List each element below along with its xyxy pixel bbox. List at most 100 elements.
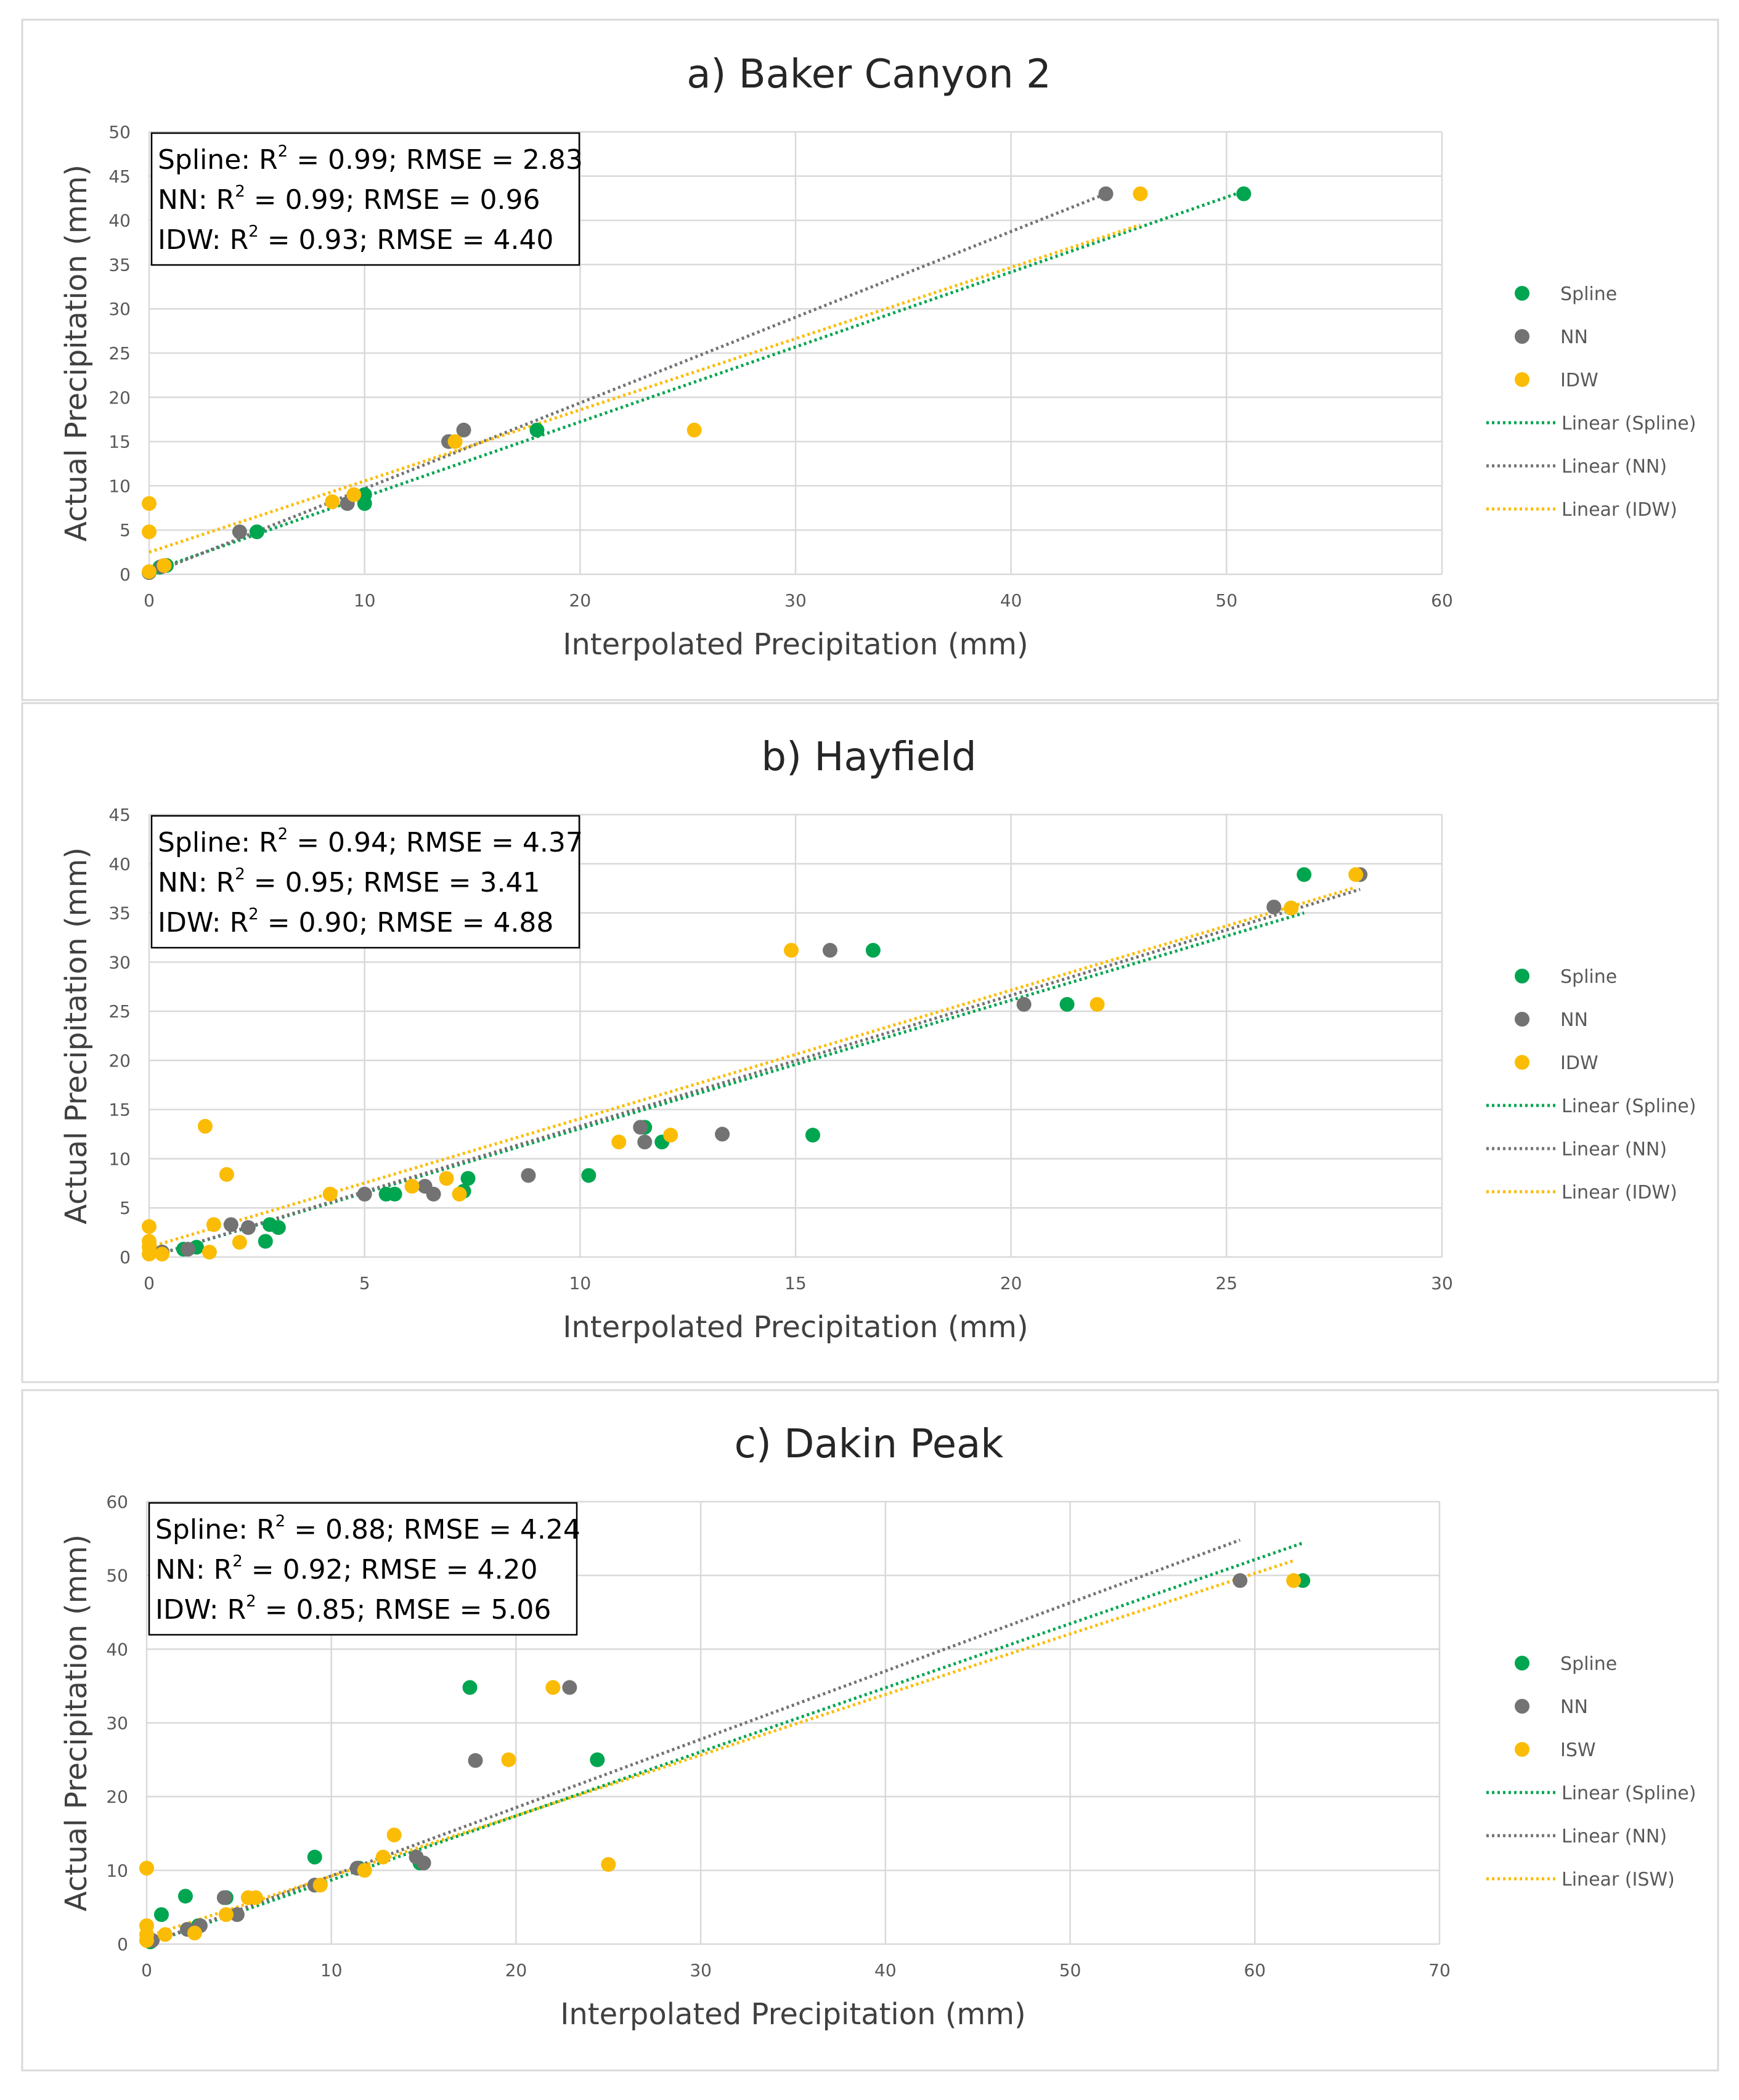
data-point-idw	[611, 1134, 627, 1150]
legend-marker-spline	[1515, 969, 1529, 983]
x-tick-label: 40	[1000, 590, 1022, 611]
data-point-idw	[139, 1860, 154, 1876]
y-tick-label: 10	[108, 476, 131, 496]
stats-text: = 0.85; RMSE = 5.06	[256, 1594, 552, 1626]
data-point-spline	[258, 1234, 273, 1249]
stats-line: Spline: R2 = 0.88; RMSE = 4.24	[155, 1512, 580, 1545]
chart-panel-2: 0 5 10 15 20 25 30 35 40 45 0 5 10 15 20 25 30 b) Hayfiel…	[21, 702, 1719, 1383]
chart-title: b) Hayfield	[761, 735, 976, 780]
x-tick-label: 0	[144, 1273, 155, 1293]
stats-superscript: 2	[278, 825, 288, 844]
data-point-nn	[180, 1242, 195, 1257]
data-point-nn	[216, 1890, 232, 1905]
data-point-spline	[529, 422, 545, 437]
y-tick-label: 30	[108, 952, 131, 972]
stats-superscript: 2	[278, 142, 288, 161]
data-point-idw	[404, 1179, 420, 1194]
stats-line: IDW: R2 = 0.90; RMSE = 4.88	[158, 905, 553, 938]
data-point-idw	[1286, 1573, 1301, 1589]
data-point-idw	[1089, 996, 1105, 1012]
legend-label-idw: ISW	[1560, 1740, 1596, 1761]
x-tick-label: 50	[1216, 590, 1238, 611]
data-point-idw	[187, 1926, 202, 1941]
data-point-spline	[865, 943, 881, 958]
data-point-spline	[460, 1171, 476, 1186]
data-point-idw	[312, 1878, 328, 1893]
data-point-idw	[322, 1186, 338, 1202]
y-tick-label: 45	[108, 166, 131, 187]
data-point-spline	[1059, 996, 1075, 1012]
legend-trend-label-nn: Linear (NN)	[1562, 1826, 1667, 1847]
x-tick-label: 25	[1216, 1273, 1238, 1293]
y-axis-label: Actual Precipitation (mm)	[59, 1534, 94, 1911]
legend-marker-spline	[1515, 286, 1529, 301]
legend-trend-label-spline: Linear (Spline)	[1562, 1783, 1696, 1804]
stats-superscript: 2	[235, 182, 245, 201]
data-point-idw	[601, 1857, 616, 1872]
y-tick-label: 10	[108, 1149, 131, 1169]
data-point-idw	[142, 1219, 157, 1234]
stats-line: IDW: R2 = 0.85; RMSE = 5.06	[155, 1592, 551, 1626]
stats-text: IDW: R	[158, 907, 248, 938]
x-tick-label: 60	[1244, 1960, 1266, 1980]
data-point-idw	[157, 1927, 173, 1942]
stats-text: Spline: R	[158, 827, 278, 858]
panel-frame	[21, 18, 1719, 701]
x-tick-label: 15	[784, 1273, 807, 1293]
data-point-nn	[232, 524, 247, 540]
trendline-idw	[149, 223, 1141, 554]
y-tick-label: 20	[108, 1051, 131, 1071]
x-tick-label: 20	[569, 590, 592, 611]
data-point-nn	[456, 422, 471, 437]
y-tick-label: 20	[106, 1787, 128, 1807]
stats-text: NN: R	[158, 867, 235, 898]
data-point-spline	[462, 1680, 478, 1695]
y-tick-label: 30	[106, 1713, 128, 1733]
chart-panel-3: 0 10 20 30 40 50 60 0 10 20 30 40 50 60 70 c) Dakin Pea…	[21, 1389, 1719, 2072]
data-point-spline	[1297, 867, 1312, 882]
data-point-spline	[307, 1849, 322, 1865]
data-point-idw	[1284, 900, 1299, 916]
x-tick-label: 30	[784, 590, 807, 611]
stats-text: = 0.90; RMSE = 4.88	[259, 907, 554, 938]
data-point-idw	[663, 1128, 678, 1143]
stats-box	[148, 1502, 578, 1636]
data-point-nn	[633, 1120, 648, 1135]
x-tick-label: 30	[1431, 1273, 1453, 1293]
x-axis-label: Interpolated Precipitation (mm)	[563, 627, 1028, 662]
legend-label-idw: IDW	[1560, 1052, 1598, 1074]
y-tick-label: 25	[108, 1001, 131, 1022]
data-point-idw	[447, 434, 463, 449]
stats-text: = 0.99; RMSE = 2.83	[288, 144, 583, 176]
data-point-idw	[142, 496, 157, 511]
data-point-idw	[154, 1247, 169, 1262]
data-point-spline	[249, 524, 264, 540]
data-point-nn	[562, 1680, 577, 1695]
chart-title: a) Baker Canyon 2	[686, 52, 1051, 97]
y-tick-label: 15	[108, 1100, 131, 1120]
x-tick-label: 40	[874, 1960, 897, 1980]
data-point-idw	[784, 943, 799, 958]
y-tick-label: 25	[108, 343, 131, 364]
trendline-spline	[149, 189, 1245, 574]
legend-marker-nn	[1515, 1699, 1529, 1714]
data-point-nn	[1098, 186, 1114, 201]
data-point-idw	[139, 1933, 154, 1948]
stats-line: NN: R2 = 0.92; RMSE = 4.20	[155, 1552, 537, 1585]
y-tick-label: 45	[108, 805, 131, 825]
data-point-idw	[501, 1752, 516, 1767]
legend-marker-nn	[1515, 1012, 1529, 1027]
data-point-nn	[357, 1186, 372, 1202]
stats-superscript: 2	[246, 1592, 256, 1611]
data-point-nn	[468, 1753, 483, 1768]
y-tick-label: 0	[120, 1247, 131, 1268]
y-tick-label: 15	[108, 432, 131, 452]
legend-trend-label-spline: Linear (Spline)	[1562, 1096, 1696, 1117]
stats-text: = 0.99; RMSE = 0.96	[245, 184, 540, 216]
data-point-idw	[157, 558, 172, 573]
stats-text: Spline: R	[158, 144, 278, 176]
data-point-nn	[822, 943, 837, 958]
data-point-spline	[1236, 186, 1252, 201]
data-point-nn	[715, 1126, 730, 1142]
